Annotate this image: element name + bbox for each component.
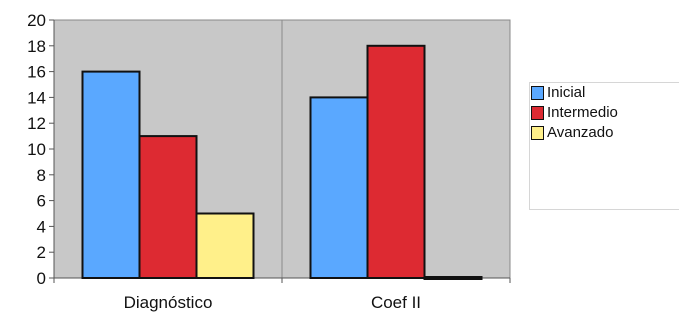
- legend-items: Inicial Intermedio Avanzado: [530, 83, 679, 143]
- y-tick-label: 14: [27, 88, 46, 107]
- bar-intermedio-1: [366, 44, 426, 279]
- y-tick-label: 12: [27, 114, 46, 133]
- legend-item: Inicial: [531, 83, 679, 103]
- y-tick-label: 2: [37, 243, 46, 262]
- y-tick-label: 4: [37, 217, 46, 236]
- y-tick-label: 18: [27, 37, 46, 56]
- legend-swatch: [531, 86, 544, 100]
- legend-label: Avanzado: [547, 124, 614, 141]
- legend-label: Inicial: [547, 84, 586, 101]
- bar-inicial-1: [309, 96, 369, 280]
- legend: Inicial Intermedio Avanzado: [529, 82, 679, 210]
- bar-inicial-0: [81, 70, 141, 279]
- legend-swatch: [531, 106, 544, 120]
- y-tick-label: 20: [27, 11, 46, 30]
- bar-avanzado-1: [423, 276, 483, 280]
- y-tick-label: 8: [37, 166, 46, 185]
- category-label: Coef II: [371, 293, 421, 312]
- legend-item: Intermedio: [531, 103, 679, 123]
- y-tick-label: 10: [27, 140, 46, 159]
- legend-swatch: [531, 126, 544, 140]
- y-tick-label: 0: [37, 269, 46, 288]
- bar-intermedio-0: [138, 135, 198, 279]
- bar-avanzado-0: [195, 212, 255, 279]
- legend-item: Avanzado: [531, 123, 679, 143]
- legend-label: Intermedio: [547, 104, 618, 121]
- y-tick-label: 16: [27, 63, 46, 82]
- y-tick-label: 6: [37, 192, 46, 211]
- category-label: Diagnóstico: [124, 293, 213, 312]
